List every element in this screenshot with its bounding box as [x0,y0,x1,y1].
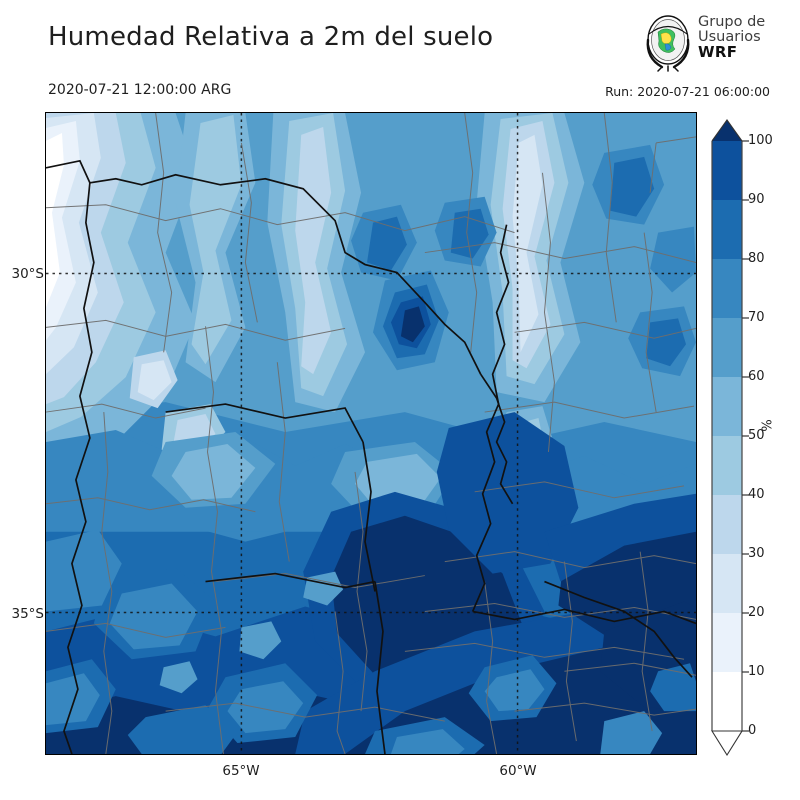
valid-time-label: 2020-07-21 12:00:00 ARG [48,82,232,98]
logo-line-3: WRF [698,42,738,61]
globe-emblem-icon [646,15,690,72]
colorbar-tick-90: 90 [748,192,765,207]
colorbar-tick-40: 40 [748,487,765,502]
colorbar-tick-70: 70 [748,310,765,325]
colorbar-tick-10: 10 [748,664,765,679]
wrf-user-group-logo: Grupo de Usuarios WRF [640,14,790,74]
page-title: Humedad Relativa a 2m del suelo [48,22,494,52]
colorbar-tick-60: 60 [748,369,765,384]
colorbar-tick-50: 50 [748,428,765,443]
colorbar-tick-0: 0 [748,723,757,738]
colorbar-tick-30: 30 [748,546,765,561]
xaxis-label-60W: 60°W [499,763,537,779]
yaxis-label-30S: 30°S [11,266,45,282]
logo-text: Grupo de Usuarios WRF [698,15,765,60]
colorbar-tick-100: 100 [748,133,773,148]
colorbar: 100 90 80 70 60 50 40 30 20 10 0 [706,118,800,763]
colorbar-unit-label: % [760,419,776,432]
relative-humidity-field [46,113,696,754]
colorbar-gradient [711,119,749,757]
xaxis-label-65W: 65°W [222,763,260,779]
colorbar-tick-80: 80 [748,251,765,266]
map-plot-area[interactable] [45,112,697,755]
run-time-label: Run: 2020-07-21 06:00:00 [605,84,770,99]
logo-line-2: Usuarios [698,28,761,45]
yaxis-label-35S: 35°S [11,606,45,622]
logo-line-1: Grupo de [698,14,766,30]
colorbar-tick-20: 20 [748,605,765,620]
